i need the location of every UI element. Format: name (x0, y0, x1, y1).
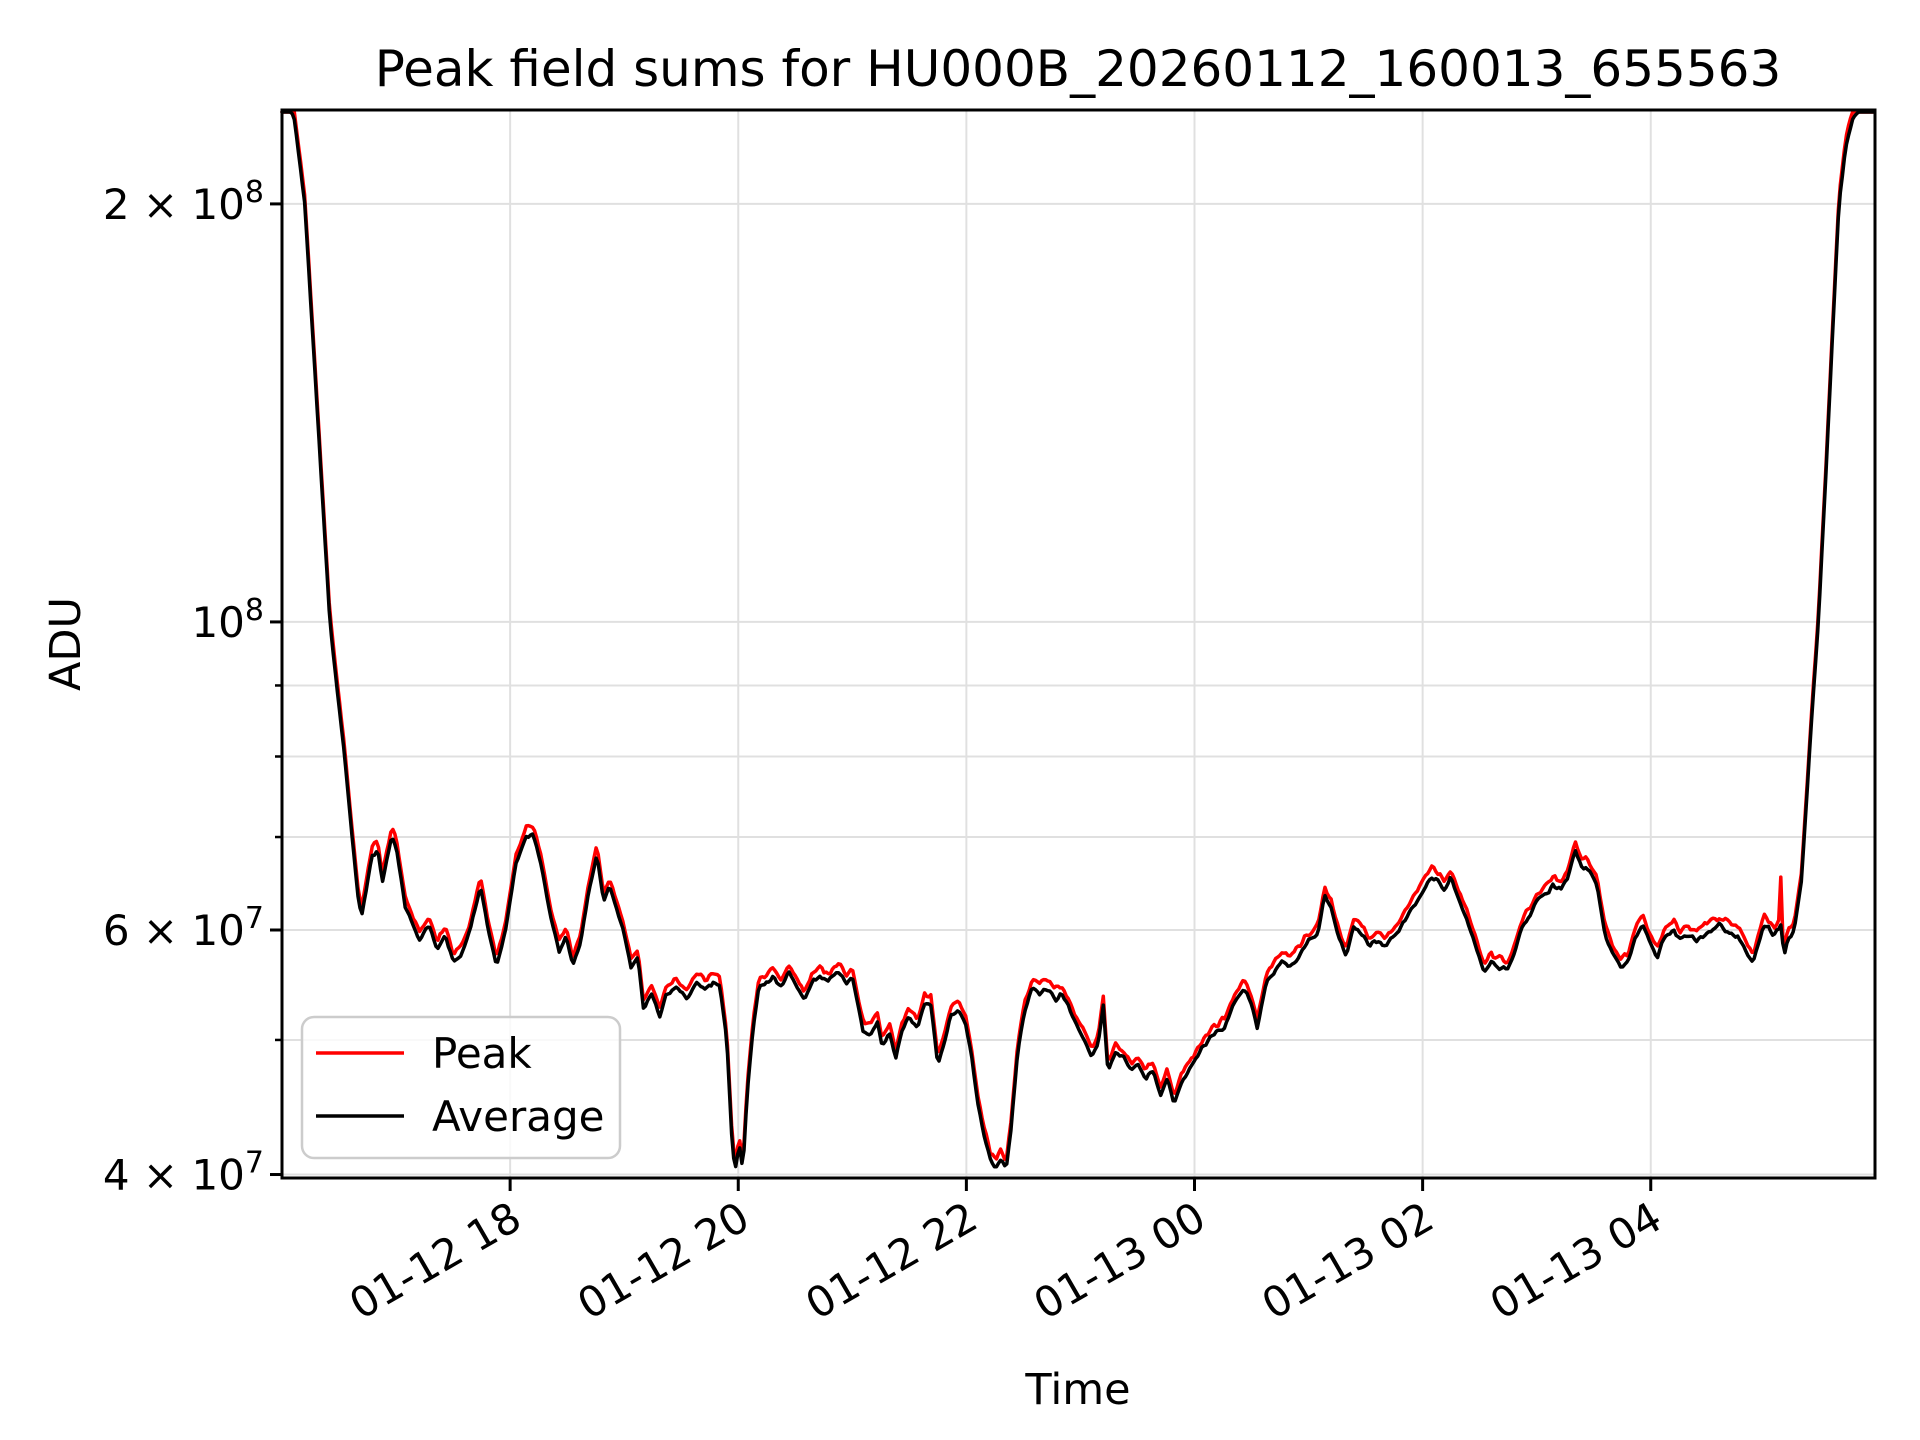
svg-text:01-13 00: 01-13 00 (1025, 1192, 1213, 1329)
x-axis-label: Time (1024, 1365, 1130, 1415)
legend-peak-label: Peak (432, 1029, 532, 1078)
y-axis-label: ADU (41, 597, 91, 691)
data-series (280, 110, 1875, 1169)
plot-frame (280, 108, 1877, 1180)
svg-text:108: 108 (191, 593, 264, 647)
average-series-line (280, 110, 1875, 1169)
svg-text:6 × 107: 6 × 107 (103, 901, 264, 955)
legend-average-label: Average (432, 1092, 604, 1141)
svg-text:01-12 20: 01-12 20 (569, 1192, 757, 1329)
svg-text:01-13 04: 01-13 04 (1482, 1192, 1670, 1329)
svg-text:01-13 02: 01-13 02 (1254, 1192, 1442, 1329)
svg-text:01-12 22: 01-12 22 (797, 1192, 985, 1329)
svg-text:4 × 107: 4 × 107 (103, 1146, 264, 1200)
peak-series-line (280, 110, 1875, 1161)
svg-text:2 × 108: 2 × 108 (103, 175, 264, 229)
chart-title: Peak field sums for HU000B_20260112_1600… (375, 40, 1782, 98)
tick-marks (270, 202, 1653, 1191)
legend: Peak Average (300, 1015, 622, 1160)
svg-text:01-12 18: 01-12 18 (341, 1192, 529, 1329)
gridlines (282, 110, 1875, 1178)
